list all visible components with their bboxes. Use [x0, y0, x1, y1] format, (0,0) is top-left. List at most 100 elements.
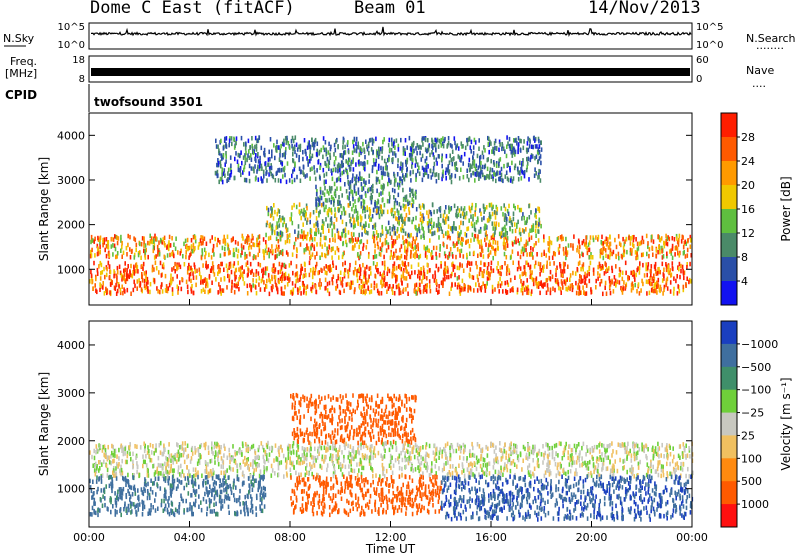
data-cell-4 — [244, 156, 247, 161]
data-cell-3 — [394, 198, 397, 203]
data-cell-4 — [470, 139, 473, 145]
data-cell-1 — [512, 260, 514, 265]
data-cell-2 — [377, 210, 380, 215]
data-cell-2 — [402, 219, 404, 224]
data-cell-4 — [347, 160, 349, 165]
data-cell-3 — [360, 201, 363, 206]
data-cell-0 — [430, 252, 432, 257]
data-cell-1 — [501, 281, 503, 286]
data-cell-1 — [391, 268, 394, 274]
data-cell-0 — [95, 468, 98, 474]
data-cell-0 — [90, 253, 93, 258]
data-cell-2 — [486, 225, 488, 230]
data-cell-2 — [297, 233, 299, 238]
data-cell-2 — [271, 229, 274, 234]
data-cell-0 — [207, 450, 210, 455]
data-cell-4 — [436, 161, 438, 166]
power-colorbar-tick-label: 4 — [741, 275, 748, 288]
data-cell-1 — [158, 270, 160, 275]
data-cell-0 — [683, 240, 686, 246]
data-cell-0 — [441, 467, 444, 473]
data-cell-0 — [492, 442, 494, 448]
data-cell-0 — [665, 241, 668, 246]
data-cell-0 — [335, 447, 337, 453]
data-cell-1 — [559, 286, 562, 292]
data-cell-4 — [447, 140, 450, 146]
data-cell-1 — [262, 267, 265, 272]
data-cell-0 — [562, 236, 564, 241]
data-cell-2 — [524, 220, 526, 226]
data-cell-0 — [404, 454, 406, 459]
data-cell-4 — [463, 151, 466, 157]
data-cell-1 — [153, 267, 155, 272]
data-cell-0 — [378, 251, 381, 257]
data-cell-4 — [345, 159, 347, 164]
data-cell-1 — [471, 274, 474, 280]
data-cell-0 — [338, 455, 340, 460]
data-cell-1 — [345, 282, 348, 287]
data-cell-2 — [421, 203, 424, 208]
data-cell-1 — [301, 266, 304, 271]
data-cell-0 — [446, 441, 449, 447]
data-cell-4 — [372, 138, 375, 144]
data-cell-0 — [97, 251, 100, 256]
data-cell-4 — [248, 155, 251, 160]
data-cell-3 — [317, 196, 319, 202]
data-cell-0 — [264, 460, 266, 465]
freq-band — [91, 68, 690, 76]
data-cell-1 — [518, 264, 520, 270]
data-cell-1 — [588, 271, 590, 277]
data-cell-2 — [289, 217, 291, 222]
data-cell-1 — [662, 291, 664, 296]
data-cell-2 — [326, 210, 329, 216]
nsearch-label: N.Search — [746, 32, 796, 45]
data-cell-1 — [567, 264, 569, 269]
data-cell-0 — [635, 451, 638, 456]
data-cell-2 — [495, 221, 498, 226]
data-cell-0 — [669, 461, 671, 467]
data-cell-4 — [226, 178, 228, 184]
data-cell-4 — [538, 174, 540, 179]
data-cell-0 — [365, 245, 368, 250]
data-cell-0 — [458, 236, 461, 241]
data-cell-2 — [512, 211, 515, 216]
data-cell-0 — [565, 236, 567, 242]
data-cell-2 — [269, 223, 271, 228]
data-cell-0 — [671, 236, 674, 241]
data-cell-2 — [426, 221, 429, 226]
data-cell-1 — [212, 265, 215, 270]
data-cell-4 — [431, 172, 434, 177]
data-cell-1 — [628, 275, 630, 281]
data-cell-0 — [317, 473, 319, 478]
data-cell-0 — [473, 237, 475, 242]
data-cell-1 — [487, 262, 490, 267]
data-cell-0 — [426, 245, 429, 250]
data-cell-3 — [333, 181, 336, 187]
data-cell-0 — [186, 454, 188, 460]
data-cell-0 — [435, 458, 438, 463]
data-cell-1 — [665, 280, 668, 286]
data-cell-4 — [217, 144, 219, 149]
data-cell-1 — [241, 273, 244, 279]
data-cell-0 — [270, 463, 273, 469]
data-cell-0 — [504, 246, 507, 251]
data-cell-0 — [370, 462, 372, 468]
data-cell-4 — [278, 157, 281, 162]
data-cell-1 — [381, 275, 383, 280]
data-cell-0 — [244, 251, 246, 257]
data-cell-1 — [479, 267, 481, 272]
data-cell-0 — [145, 247, 147, 253]
data-cell-1 — [549, 276, 552, 281]
data-cell-0 — [404, 457, 407, 463]
data-cell-1 — [315, 261, 318, 267]
data-cell-1 — [176, 266, 178, 272]
data-cell-0 — [323, 459, 325, 464]
data-cell-1 — [682, 268, 684, 274]
data-cell-4 — [221, 156, 223, 161]
data-cell-0 — [551, 255, 554, 260]
data-cell-2 — [303, 230, 305, 235]
data-cell-2 — [293, 202, 295, 208]
data-cell-0 — [445, 461, 447, 466]
data-cell-0 — [136, 461, 138, 466]
data-cell-0 — [625, 236, 628, 242]
